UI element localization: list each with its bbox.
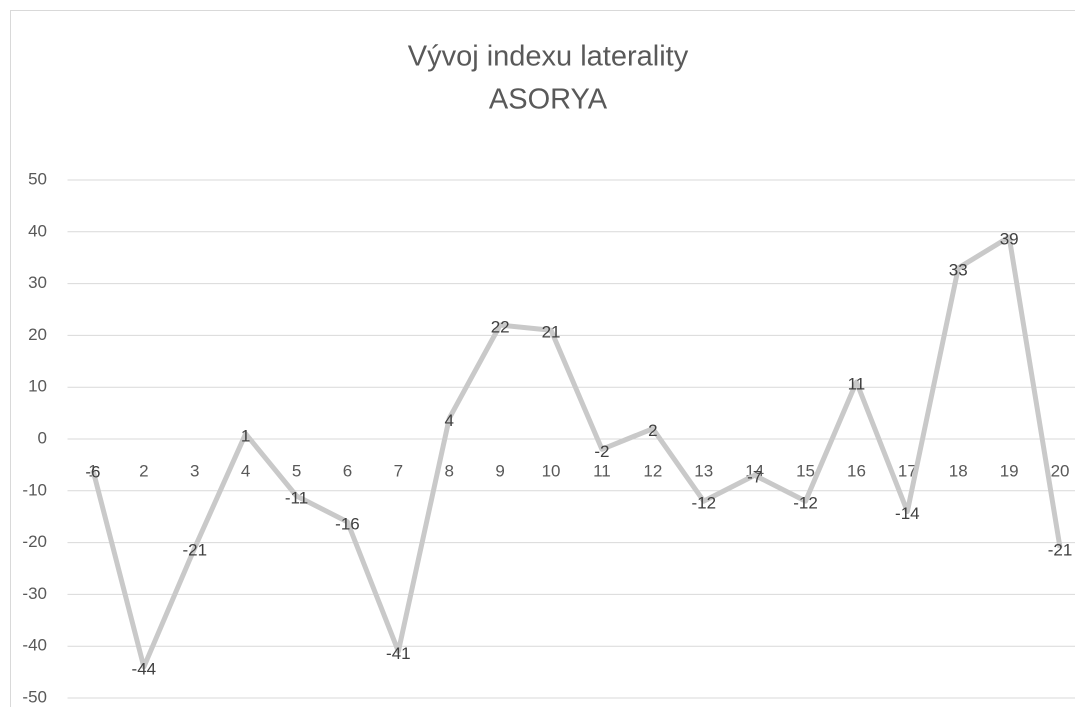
y-tick-label: 50 [28,169,47,188]
x-tick-label: 18 [949,461,968,480]
data-label: -16 [335,514,360,533]
x-tick-label: 4 [241,461,250,480]
data-label: -6 [85,463,100,482]
data-line [90,234,1063,670]
y-tick-label: -20 [22,532,47,551]
x-tick-label: 17 [898,461,917,480]
x-tick-label: 20 [1051,461,1070,480]
data-label: -21 [182,540,207,559]
x-tick-label: 5 [292,461,301,480]
x-tick-label: 19 [1000,461,1019,480]
data-label: -21 [1048,540,1073,559]
data-label: 21 [542,323,561,342]
data-label: 1 [241,426,250,445]
data-label: 4 [445,411,454,430]
y-tick-label: 0 [38,428,47,447]
x-tick-label: 13 [694,461,713,480]
x-tick-label: 15 [796,461,815,480]
x-tick-label: 2 [139,461,148,480]
x-tick-label: 3 [190,461,199,480]
y-tick-label: 30 [28,273,47,292]
x-tick-label: 6 [343,461,352,480]
y-tick-label: 40 [28,221,47,240]
x-tick-label: 9 [495,461,504,480]
y-tick-label: -10 [22,480,47,499]
x-tick-label: 16 [847,461,866,480]
x-tick-label: 8 [445,461,454,480]
data-label: -44 [132,659,157,678]
x-tick-label: 12 [643,461,662,480]
data-label: -41 [386,644,411,663]
data-label: 2 [648,421,657,440]
y-tick-label: 20 [28,325,47,344]
data-label: 33 [949,261,968,280]
chart-frame [10,10,1075,707]
data-label: 11 [848,375,866,394]
data-label: 39 [1000,229,1019,248]
chart-subtitle: ASORYA [489,84,608,116]
x-tick-label: 7 [394,461,403,480]
chart-title: Vývoj indexu laterality [408,41,689,73]
data-label: 22 [491,318,510,337]
data-label: -12 [793,494,818,513]
y-tick-label: 10 [28,377,47,396]
data-label: -2 [594,442,609,461]
x-tick-label: 10 [542,461,561,480]
data-label: -12 [691,494,716,513]
data-label: -11 [285,488,308,507]
data-label: -14 [895,504,920,523]
y-tick-label: -50 [22,687,47,706]
y-tick-label: -40 [22,636,47,655]
x-tick-label: 11 [593,461,611,480]
y-tick-label: -30 [22,584,47,603]
data-label: -7 [747,468,762,487]
